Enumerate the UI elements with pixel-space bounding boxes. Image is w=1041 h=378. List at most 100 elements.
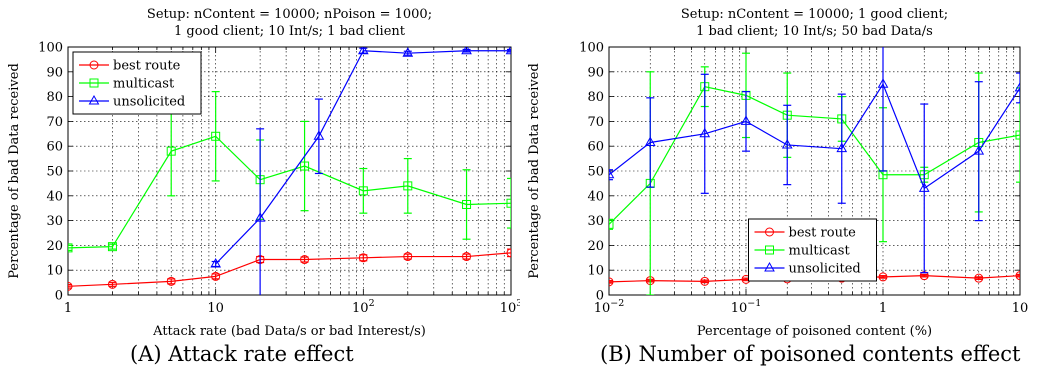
chart-b-ytick-label: 40 bbox=[587, 189, 604, 204]
chart-b-ylabel: Percentage of bad Data received bbox=[527, 63, 542, 279]
chart-a-legend-entry-best-route-label: best route bbox=[113, 59, 181, 74]
chart-b-legend-entry-unsolicited-label: unsolicited bbox=[789, 262, 861, 277]
chart-a-axes-box bbox=[67, 46, 512, 296]
chart-b-title-line: Setup: nContent = 10000; 1 good client; bbox=[681, 7, 948, 22]
chart-a-ytick-label: 20 bbox=[46, 239, 63, 254]
chart-b-series-best-route-point bbox=[974, 273, 984, 283]
chart-a-legend: best route multicast unsolicited bbox=[72, 51, 202, 115]
chart-b-series-unsolicited-point bbox=[918, 182, 930, 192]
chart-a-xtick-label: 102 bbox=[352, 298, 375, 316]
chart-a-series-multicast bbox=[68, 91, 511, 253]
chart-b-ytick-label: 50 bbox=[587, 165, 604, 180]
chart-b-legend-entry-multicast-marker bbox=[765, 245, 774, 255]
chart-b-series-multicast-line bbox=[609, 86, 1020, 225]
chart-a-series-best-route-point bbox=[300, 255, 310, 265]
chart-a-series-best-route-point bbox=[68, 281, 73, 291]
chart-a-series-best-route-point bbox=[211, 271, 221, 281]
chart-b-xtick-label: 10−2 bbox=[594, 298, 625, 316]
chart-a-ytick-label: 90 bbox=[46, 65, 63, 80]
chart-b-series-unsolicited-point bbox=[1014, 81, 1020, 92]
chart-b-ytick-label: 80 bbox=[587, 90, 604, 105]
chart-a-xtick-label: 10 bbox=[207, 301, 224, 316]
chart-a-series-multicast-point bbox=[107, 242, 117, 252]
chart-a-series-multicast-point bbox=[462, 199, 472, 209]
chart-a-legend-entry-best-route-marker bbox=[89, 60, 99, 70]
chart-b-plot-area bbox=[609, 47, 1020, 295]
chart-a-series-unsolicited-point bbox=[505, 47, 511, 55]
chart-b-series-unsolicited-point bbox=[836, 142, 848, 153]
chart-b-series-unsolicited-line bbox=[609, 82, 1020, 190]
chart-b-series-unsolicited-point bbox=[609, 168, 615, 179]
chart-a-series-unsolicited-point bbox=[461, 47, 472, 55]
chart-a-plot-area bbox=[68, 47, 511, 295]
chart-b-legend: best route multicast unsolicited bbox=[748, 218, 877, 282]
chart-a-series-unsolicited-point bbox=[210, 257, 222, 268]
chart-b-series-unsolicited-point bbox=[877, 78, 889, 88]
chart-a-series-best-route-point bbox=[358, 253, 368, 263]
chart-a-series-multicast-point bbox=[211, 131, 221, 141]
chart-a-xtick-label: 1 bbox=[64, 301, 72, 316]
chart-a-ylabel: Percentage of bad Data received bbox=[7, 63, 22, 279]
chart-b-series-best-route-point bbox=[1015, 271, 1020, 281]
chart-b-xtick-label: 10 bbox=[1012, 301, 1029, 316]
chart-b-ytick-label: 60 bbox=[587, 140, 604, 155]
chart-b-series-multicast-point bbox=[1015, 130, 1020, 140]
chart-a-ytick-label: 30 bbox=[46, 214, 63, 229]
chart-a-ytick-label: 80 bbox=[46, 90, 63, 105]
chart-b-xlabel: Percentage of poisoned content (%) bbox=[697, 324, 932, 339]
caption-b: (B) Number of poisoned contents effect bbox=[600, 342, 1021, 366]
chart-a-xlabel: Attack rate (bad Data/s or bad Interest/… bbox=[152, 324, 426, 339]
chart-b-ytick-label: 70 bbox=[587, 115, 604, 130]
chart-b-ytick-label: 20 bbox=[587, 239, 604, 254]
chart-b-legend-entry-best-route-label: best route bbox=[789, 226, 857, 241]
chart-a-legend-entry-multicast-marker bbox=[89, 78, 99, 88]
chart-a-series-multicast-point bbox=[358, 186, 368, 196]
chart-b-series-unsolicited-point bbox=[781, 138, 793, 149]
chart-a-series-multicast-point bbox=[403, 181, 413, 191]
chart-a-title-line: 1 good client; 10 Int/s; 1 bad client bbox=[174, 24, 406, 39]
chart-a-legend-entry-multicast-label: multicast bbox=[113, 77, 175, 92]
chart-a-series-unsolicited bbox=[210, 47, 511, 295]
chart-a-series-best-route-point bbox=[403, 252, 413, 262]
chart-b-ytick-label: 30 bbox=[587, 214, 604, 229]
chart-a-ytick-label: 10 bbox=[46, 264, 63, 279]
chart-b-series-unsolicited-point bbox=[973, 145, 985, 155]
chart-b-ytick-label: 10 bbox=[587, 264, 604, 279]
chart-b-series-multicast-point bbox=[609, 219, 614, 229]
chart-b-legend-entry-unsolicited-marker bbox=[764, 261, 775, 272]
chart-a-ytick-label: 60 bbox=[46, 140, 63, 155]
chart-a-ytick-label: 50 bbox=[46, 165, 63, 180]
chart-b-series-unsolicited-point bbox=[740, 115, 752, 125]
chart-b-ytick-label: 0 bbox=[596, 289, 604, 304]
chart-b-xtick-label: 10−1 bbox=[731, 298, 762, 316]
chart-a-series-unsolicited-point bbox=[313, 130, 325, 140]
chart-a-series-multicast-point bbox=[506, 198, 511, 208]
chart-a-title-line: Setup: nContent = 10000; nPoison = 1000; bbox=[147, 7, 432, 22]
chart-a-series-best-route-point bbox=[107, 279, 117, 289]
chart-a-series-multicast-point bbox=[300, 161, 310, 171]
chart-b-legend-entry-multicast-label: multicast bbox=[789, 244, 851, 259]
chart-a-ytick-label: 100 bbox=[38, 41, 63, 56]
chart-a-legend-entry-unsolicited-label: unsolicited bbox=[113, 95, 185, 110]
chart-a-series-best-route bbox=[68, 248, 511, 291]
chart-b-series-best-route-point bbox=[609, 277, 614, 287]
chart-b-series-unsolicited-point bbox=[699, 127, 711, 138]
chart-b-series-best-route-point bbox=[700, 276, 710, 286]
chart-poisoned-content: 0 10 20 30 40 50 60 70 80 90 100 10−2 10−1 1 10 Setup: … bbox=[527, 7, 1029, 339]
chart-a-series-multicast-point bbox=[68, 243, 73, 253]
chart-a-series-best-route-point bbox=[166, 276, 176, 286]
chart-a-series-multicast-line bbox=[68, 135, 511, 249]
chart-b-series-best-route-point bbox=[878, 272, 888, 282]
chart-b-xtick-label: 1 bbox=[879, 301, 887, 316]
chart-a-series-multicast-point bbox=[166, 146, 176, 156]
chart-a-series-best-route-point bbox=[506, 248, 511, 258]
chart-a-ytick-label: 40 bbox=[46, 189, 63, 204]
chart-b-title-line: 1 bad client; 10 Int/s; 50 bad Data/s bbox=[696, 24, 933, 39]
chart-a-series-best-route-line bbox=[68, 252, 511, 287]
chart-a-series-unsolicited-point bbox=[402, 47, 414, 57]
chart-a-legend-entry-unsolicited-marker bbox=[88, 94, 100, 105]
chart-a-series-unsolicited-point bbox=[254, 212, 266, 222]
chart-b-legend-entry-best-route-marker bbox=[765, 227, 774, 237]
chart-b-series-unsolicited-point bbox=[644, 136, 656, 146]
